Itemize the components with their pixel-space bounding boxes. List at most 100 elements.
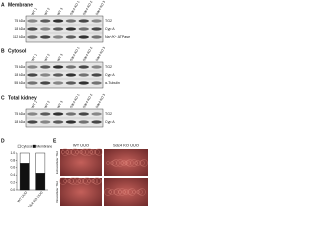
cell	[116, 159, 124, 167]
band	[65, 120, 77, 124]
marker-label: 55 kDa	[15, 81, 26, 85]
band	[91, 65, 102, 69]
lane-label: WT 3	[56, 53, 63, 62]
x-tick-label: Sdc4 KO UUO	[27, 190, 44, 207]
band	[40, 35, 51, 39]
marker-label: 75 kDa	[15, 19, 26, 23]
cell	[137, 189, 143, 195]
band	[91, 73, 102, 77]
protein-label: Cyp A	[105, 27, 115, 31]
cell	[138, 188, 146, 196]
band	[40, 120, 51, 124]
blot	[25, 15, 104, 43]
y-tick-label: 0.4	[10, 173, 15, 177]
lane-label: Sdc4 KO 1	[69, 93, 81, 109]
cell	[59, 177, 67, 185]
band	[40, 112, 51, 116]
lane-label: WT 2	[43, 100, 50, 109]
band	[78, 27, 89, 31]
cell	[106, 161, 110, 165]
band	[78, 73, 89, 77]
bar-segment	[35, 173, 46, 191]
panel-label: B	[1, 48, 5, 54]
band	[52, 120, 64, 124]
micrograph	[60, 178, 102, 206]
band	[40, 27, 51, 31]
bar-segment	[19, 163, 30, 191]
cell	[69, 177, 77, 185]
lane-label: Sdc4 KO 1	[69, 0, 81, 16]
band	[65, 19, 77, 23]
band	[91, 120, 102, 124]
band	[78, 65, 89, 69]
cell	[104, 188, 112, 196]
band	[65, 112, 77, 116]
bar-segment	[19, 152, 30, 164]
cell	[81, 148, 89, 156]
cell	[127, 189, 133, 195]
band	[27, 73, 38, 77]
band	[91, 27, 102, 31]
cell	[94, 149, 100, 155]
band	[65, 81, 77, 85]
band	[27, 65, 38, 69]
protein-label: TG2	[105, 65, 112, 69]
cell	[136, 190, 140, 194]
lane-label: Sdc4 KO 2	[82, 46, 94, 62]
band	[40, 81, 51, 85]
protein-label: TG2	[105, 19, 112, 23]
lane-label: WT 1	[31, 53, 38, 62]
protein-label: TG2	[105, 112, 112, 116]
cell	[130, 159, 138, 167]
band	[27, 81, 38, 85]
marker-label: 18 kDa	[15, 27, 26, 31]
legend-swatch	[32, 144, 36, 148]
marker-label: 18 kDa	[15, 120, 26, 124]
y-tick-label: 0.6	[10, 166, 15, 170]
marker-label: 75 kDa	[15, 65, 26, 69]
band	[91, 112, 102, 116]
bar-segment	[35, 152, 46, 174]
band	[91, 35, 102, 39]
cell	[79, 150, 83, 154]
legend-label: Membrane	[36, 144, 52, 148]
band	[78, 112, 89, 116]
band	[78, 19, 89, 23]
lane-label: WT 2	[43, 53, 50, 62]
column-label: WT UUO	[73, 143, 89, 148]
band	[65, 35, 77, 39]
micrograph	[104, 178, 148, 206]
cell	[128, 188, 136, 196]
band	[52, 112, 64, 116]
y-tick-label: 0.0	[10, 188, 15, 192]
column-label: Sdc4 KO UUO	[113, 143, 139, 148]
cell	[73, 177, 81, 185]
panel-label: C	[1, 95, 5, 101]
band	[52, 19, 64, 23]
band	[78, 35, 89, 39]
lane-label: WT 2	[43, 7, 50, 16]
cell	[139, 160, 145, 166]
row-label: Extracellular TG2	[55, 151, 59, 174]
protein-label: α-Tubulin	[105, 81, 120, 85]
cell	[114, 188, 122, 196]
cell	[61, 148, 69, 156]
band	[27, 112, 38, 116]
band	[40, 19, 51, 23]
protein-label: Cyp A	[105, 120, 115, 124]
cell	[92, 178, 98, 184]
panel-label: A	[1, 2, 5, 8]
panel-title: Membrane	[8, 2, 33, 8]
cell	[85, 148, 93, 156]
lane-label: Sdc4 KO 1	[69, 46, 81, 62]
cell	[124, 161, 128, 165]
lane-label: Sdc4 KO 2	[82, 0, 94, 16]
blot	[25, 61, 104, 89]
lane-label: WT 1	[31, 7, 38, 16]
band	[27, 35, 38, 39]
panel-title: Cytosol	[8, 48, 27, 54]
marker-label: 18 kDa	[15, 73, 26, 77]
band	[40, 73, 51, 77]
lane-label: WT 3	[56, 100, 63, 109]
